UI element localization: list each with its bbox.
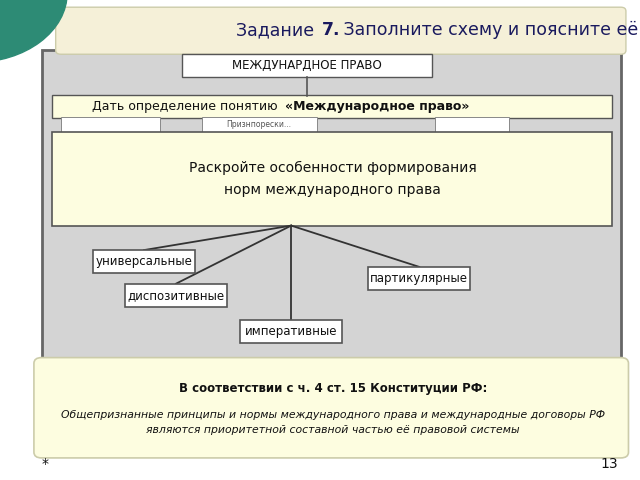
FancyBboxPatch shape <box>42 50 621 434</box>
FancyBboxPatch shape <box>34 358 628 458</box>
Text: В соответствии с ч. 4 ст. 15 Конституции РФ:: В соответствии с ч. 4 ст. 15 Конституции… <box>179 382 487 395</box>
Text: «Международное право»: «Международное право» <box>285 99 469 113</box>
Text: Общепризнанные принципы и нормы международного права и международные договоры РФ: Общепризнанные принципы и нормы междунар… <box>61 410 605 435</box>
FancyBboxPatch shape <box>52 132 612 226</box>
FancyBboxPatch shape <box>435 117 509 132</box>
FancyBboxPatch shape <box>182 54 432 77</box>
Text: Раскройте особенности формирования
норм международного права: Раскройте особенности формирования норм … <box>189 161 477 197</box>
Text: МЕЖДУНАРДНОЕ ПРАВО: МЕЖДУНАРДНОЕ ПРАВО <box>232 59 382 72</box>
FancyBboxPatch shape <box>240 320 342 343</box>
FancyBboxPatch shape <box>61 117 160 132</box>
Text: Задание: Задание <box>236 21 320 39</box>
Text: универсальные: универсальные <box>95 255 193 268</box>
Text: Дать определение понятию: Дать определение понятию <box>92 99 282 113</box>
FancyBboxPatch shape <box>52 95 612 118</box>
FancyBboxPatch shape <box>125 284 227 307</box>
Text: 7.: 7. <box>322 21 340 39</box>
Circle shape <box>0 0 67 62</box>
Text: партикулярные: партикулярные <box>370 272 468 285</box>
Text: императивные: императивные <box>245 324 337 338</box>
Text: диспозитивные: диспозитивные <box>127 288 225 302</box>
FancyBboxPatch shape <box>202 117 317 132</box>
Text: Заполните схему и поясните её: Заполните схему и поясните её <box>338 21 638 39</box>
FancyBboxPatch shape <box>368 267 470 290</box>
Text: Признпорески...: Признпорески... <box>227 120 292 129</box>
Text: *: * <box>42 457 49 471</box>
FancyBboxPatch shape <box>93 250 195 273</box>
FancyBboxPatch shape <box>56 7 626 54</box>
Text: 13: 13 <box>600 457 618 471</box>
